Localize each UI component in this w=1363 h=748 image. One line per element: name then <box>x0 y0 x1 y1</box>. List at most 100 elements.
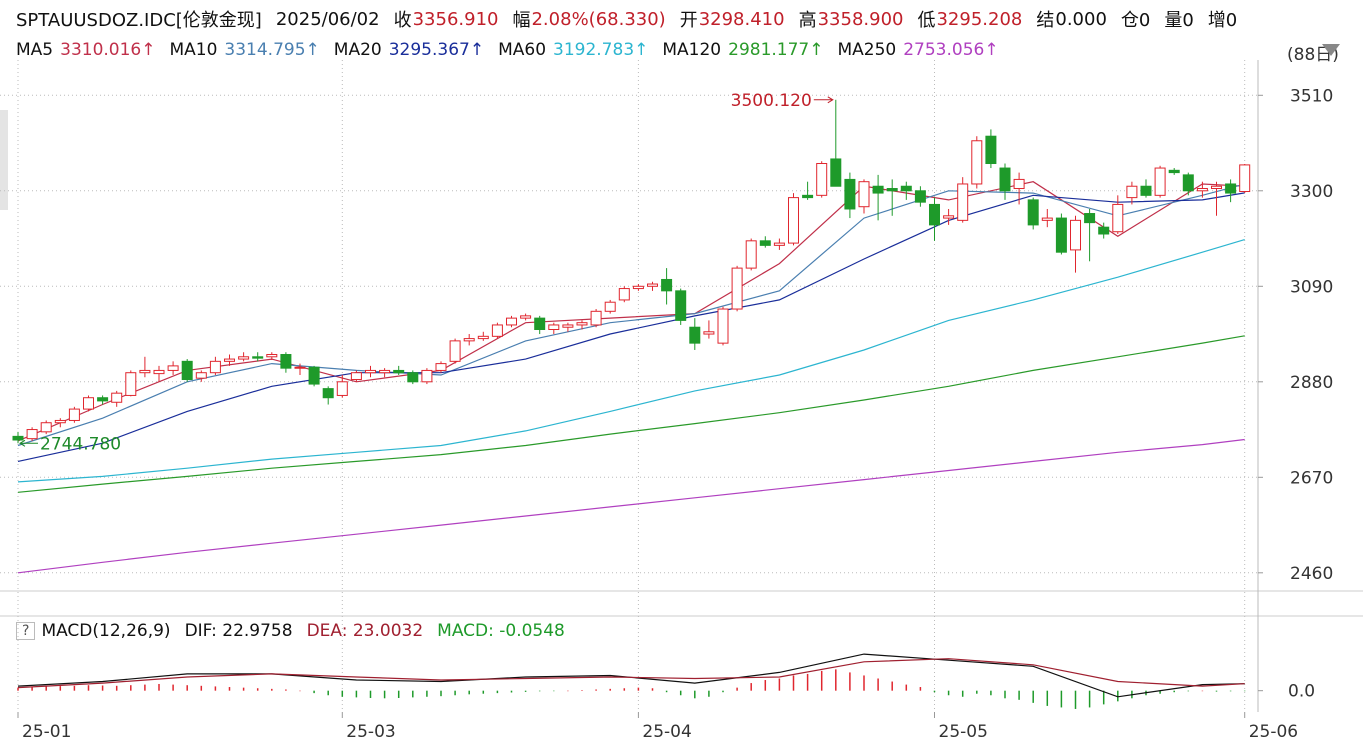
quote-value: 3295.208 <box>936 8 1023 30</box>
macd-bar <box>1060 690 1063 708</box>
macd-bar <box>327 690 329 696</box>
candle-body <box>1196 188 1208 192</box>
symbol: SPTAUUSDOZ.IDC[伦敦金现] <box>16 10 262 31</box>
macd-bar <box>778 678 781 691</box>
macd-bar <box>806 673 809 691</box>
candle-body <box>1182 174 1194 192</box>
legend-value: 3295.367↑ <box>388 40 485 60</box>
candle-body <box>195 372 207 379</box>
candle-body <box>125 372 137 396</box>
quote-value: 0.000 <box>1055 8 1107 30</box>
macd-bar <box>553 690 555 692</box>
candle-body <box>181 360 193 381</box>
candle-body <box>943 215 955 219</box>
macd-bar <box>31 687 33 691</box>
macd-bar <box>496 690 499 694</box>
candle-body <box>379 369 391 374</box>
x-tick-label: 25-06 <box>1249 722 1298 742</box>
candle-body <box>421 369 433 383</box>
legend-name: MA250 <box>837 40 897 60</box>
macd-bar <box>947 690 950 696</box>
candle-body <box>97 397 109 402</box>
macd-bar <box>694 690 696 699</box>
candle-body <box>703 331 715 335</box>
macd-bar <box>905 684 908 691</box>
macd-bar <box>115 685 118 691</box>
x-tick-label: 25-01 <box>22 722 71 742</box>
macd-bar <box>538 690 541 692</box>
candle-body <box>985 135 997 165</box>
ma-line <box>17 192 1245 462</box>
macd-bar <box>1173 690 1175 693</box>
y-tick-label: 0.0 <box>1288 682 1315 702</box>
candle-body <box>449 340 461 362</box>
macd-bar <box>1046 690 1049 706</box>
sidebar-tab[interactable] <box>0 110 8 210</box>
macd-legend: DEA: 23.0032 <box>306 621 424 641</box>
candle-body <box>266 354 278 358</box>
candle-body <box>745 240 757 269</box>
candle-body <box>802 194 814 199</box>
candle-body <box>1027 199 1039 226</box>
candle-body <box>788 197 799 244</box>
candle-body <box>1168 169 1180 174</box>
macd-bar <box>271 688 273 691</box>
macd-bar <box>1117 690 1119 702</box>
macd-bar <box>708 690 710 697</box>
legend-name: MA60 <box>498 40 547 60</box>
macd-bar <box>595 689 597 691</box>
candle-body <box>830 158 842 187</box>
macd-bar <box>172 684 174 691</box>
quote-value: 2.08%(68.330) <box>531 8 666 30</box>
macd-bar <box>835 669 837 691</box>
ma-line <box>17 335 1245 493</box>
candle-body <box>1126 185 1138 199</box>
x-tick-label: 25-04 <box>642 722 691 742</box>
dropdown-icon[interactable] <box>1322 44 1340 56</box>
macd-bar <box>623 688 626 691</box>
candle-body <box>68 408 80 421</box>
y-tick-label: 3510 <box>1290 86 1333 106</box>
candle-body <box>731 267 743 310</box>
macd-bar <box>482 690 485 694</box>
candle-body <box>717 308 729 344</box>
macd-bar <box>990 690 992 696</box>
macd-bar <box>468 690 470 695</box>
candle-body <box>957 183 969 221</box>
candle-body <box>26 429 38 440</box>
period-button[interactable]: (88日) <box>1287 45 1339 65</box>
candle-body <box>1070 219 1081 251</box>
candle-body <box>1140 185 1152 196</box>
macd-bar <box>736 687 738 691</box>
macd-bar <box>45 686 47 691</box>
candle-body <box>618 288 630 301</box>
macd-bar <box>144 684 146 691</box>
candle-body <box>40 422 52 433</box>
quote-label: 收 <box>393 10 412 31</box>
macd-bar <box>1229 690 1232 692</box>
macd-bar <box>412 690 414 698</box>
candle-body <box>999 167 1011 192</box>
macd-bar <box>1004 690 1006 699</box>
macd-bar <box>877 678 879 691</box>
quote-label: 低 <box>917 10 936 31</box>
macd-bar <box>228 687 231 691</box>
quote-extra: 量0 <box>1164 10 1194 31</box>
macd-bar <box>285 689 287 691</box>
macd-bar <box>454 690 456 696</box>
macd-bar <box>750 683 752 691</box>
macd-bar <box>567 690 569 692</box>
candle-body <box>971 140 983 185</box>
macd-bar <box>158 683 160 691</box>
date: 2025/06/02 <box>275 8 380 30</box>
candle-body <box>844 178 856 210</box>
candle-body <box>1084 213 1096 224</box>
candle-body <box>322 388 334 399</box>
macd-bar <box>1088 690 1091 708</box>
quote-extra: 仓0 <box>1120 10 1151 31</box>
legend-value: 3310.016↑ <box>60 40 156 60</box>
ma-line <box>17 438 1245 574</box>
ma-legend: MA5 3310.016↑ MA10 3314.795↑ MA20 3295.367↑ MA… <box>16 40 1013 60</box>
macd-bar <box>299 690 301 692</box>
